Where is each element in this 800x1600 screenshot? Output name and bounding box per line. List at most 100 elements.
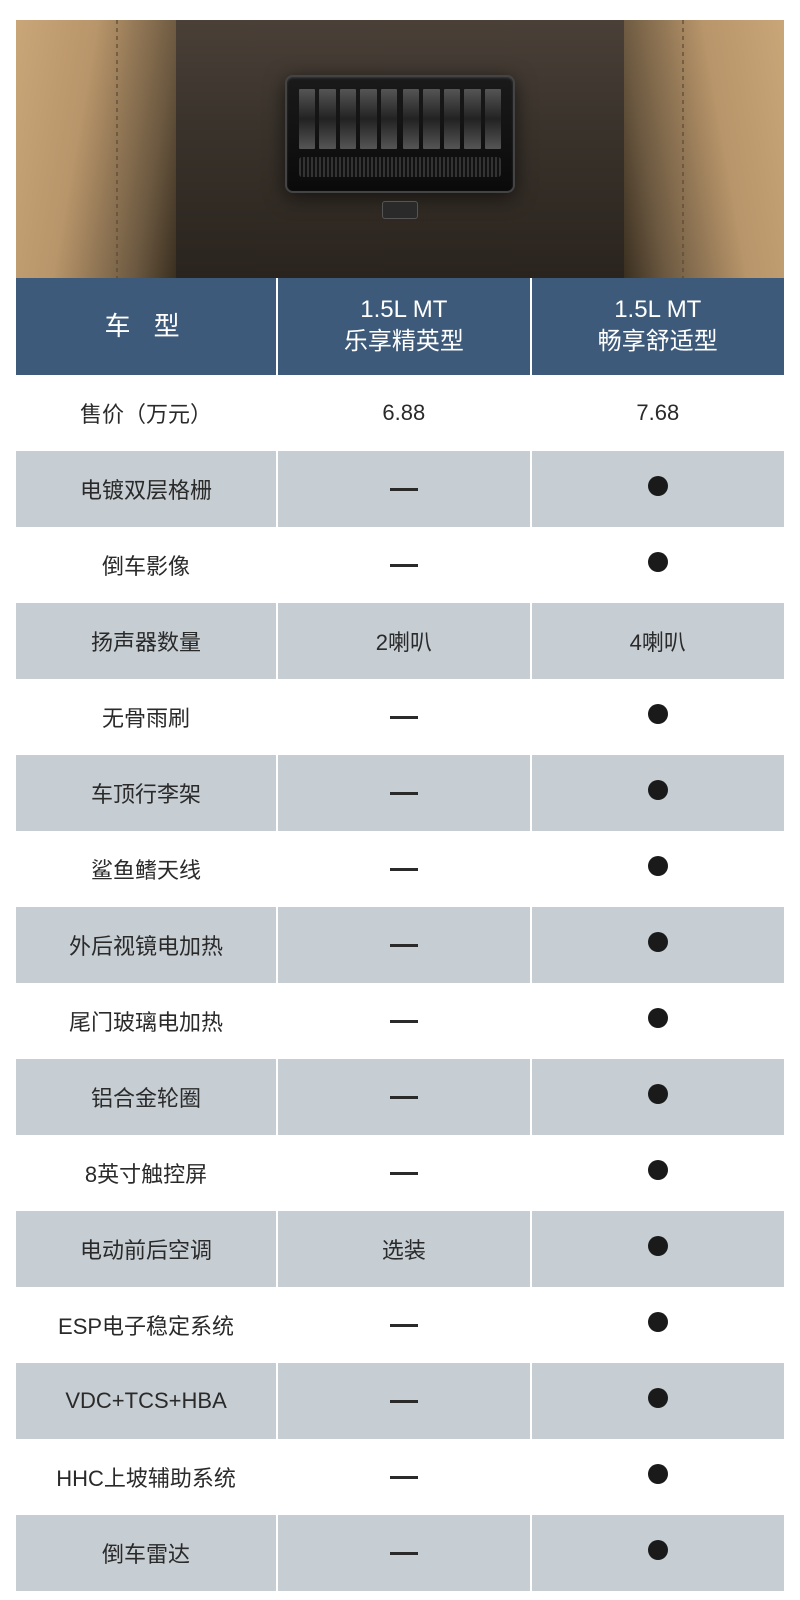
not-included-dash-icon	[390, 868, 418, 871]
not-included-dash-icon	[390, 716, 418, 719]
table-row: 扬声器数量 2喇叭 4喇叭	[16, 603, 784, 679]
table-row: 倒车雷达	[16, 1515, 784, 1591]
variant-1-cell	[277, 527, 530, 603]
included-dot-icon	[648, 780, 668, 800]
table-row: 8英寸触控屏	[16, 1135, 784, 1211]
feature-label: 车顶行李架	[91, 782, 201, 807]
variant-2-cell	[531, 907, 784, 983]
included-dot-icon	[648, 932, 668, 952]
table-body: 售价（万元） 6.88 7.68 电镀双层格栅倒车影像扬声器数量 2喇叭 4喇叭无骨雨刷车…	[16, 375, 784, 1591]
variant-1-cell	[277, 1135, 530, 1211]
included-dot-icon	[648, 1084, 668, 1104]
included-dot-icon	[648, 1540, 668, 1560]
table-header-row: 车 型 1.5L MT 乐享精英型 1.5L MT 畅享舒适型	[16, 278, 784, 375]
table-row: 外后视镜电加热	[16, 907, 784, 983]
variant-2-cell	[531, 983, 784, 1059]
seat-stitch	[116, 20, 118, 278]
feature-cell: 倒车影像	[16, 527, 277, 603]
feature-label: ESP电子稳定系统	[58, 1314, 234, 1339]
included-dot-icon	[648, 704, 668, 724]
cell-text: 7.68	[636, 400, 679, 425]
comparison-table: 车 型 1.5L MT 乐享精英型 1.5L MT 畅享舒适型 售价（万元） 6.…	[16, 278, 784, 1591]
feature-label: VDC+TCS+HBA	[65, 1388, 226, 1413]
included-dot-icon	[648, 1236, 668, 1256]
variant-1-cell	[277, 983, 530, 1059]
cell-text: 选装	[382, 1238, 426, 1263]
feature-cell: 车顶行李架	[16, 755, 277, 831]
feature-cell: ESP电子稳定系统	[16, 1287, 277, 1363]
feature-cell: 售价（万元）	[16, 375, 277, 451]
not-included-dash-icon	[390, 1096, 418, 1099]
variant-2-cell	[531, 1363, 784, 1439]
not-included-dash-icon	[390, 1020, 418, 1023]
feature-cell: 电动前后空调	[16, 1211, 277, 1287]
feature-label: 电动前后空调	[80, 1238, 212, 1263]
page-container: 车 型 1.5L MT 乐享精英型 1.5L MT 畅享舒适型 售价（万元） 6.…	[0, 0, 800, 1591]
feature-cell: 倒车雷达	[16, 1515, 277, 1591]
cell-text: 2喇叭	[376, 630, 432, 655]
vent-grille	[299, 157, 501, 177]
feature-label: 8英寸触控屏	[85, 1162, 207, 1187]
variant-1-cell	[277, 755, 530, 831]
feature-cell: VDC+TCS+HBA	[16, 1363, 277, 1439]
feature-cell: 8英寸触控屏	[16, 1135, 277, 1211]
feature-label: 电镀双层格栅	[80, 478, 212, 503]
vent-button	[382, 201, 418, 219]
variant-1-cell	[277, 451, 530, 527]
not-included-dash-icon	[390, 1324, 418, 1327]
feature-cell: 尾门玻璃电加热	[16, 983, 277, 1059]
included-dot-icon	[648, 1160, 668, 1180]
not-included-dash-icon	[390, 1552, 418, 1555]
variant-2-cell: 7.68	[531, 375, 784, 451]
variant-2-cell	[531, 755, 784, 831]
variant-1-cell	[277, 1363, 530, 1439]
variant-1-cell	[277, 1059, 530, 1135]
feature-cell: 电镀双层格栅	[16, 451, 277, 527]
not-included-dash-icon	[390, 488, 418, 491]
not-included-dash-icon	[390, 564, 418, 567]
vent-slats	[299, 89, 501, 149]
feature-label: 倒车雷达	[102, 1542, 190, 1567]
table-row: ESP电子稳定系统	[16, 1287, 784, 1363]
not-included-dash-icon	[390, 1476, 418, 1479]
variant-1-cell	[277, 1439, 530, 1515]
hero-image	[16, 20, 784, 278]
not-included-dash-icon	[390, 944, 418, 947]
feature-label: 外后视镜电加热	[69, 934, 223, 959]
variant-1-cell	[277, 679, 530, 755]
table-row: 尾门玻璃电加热	[16, 983, 784, 1059]
air-vent	[285, 75, 515, 193]
seat-stitch	[682, 20, 684, 278]
included-dot-icon	[648, 552, 668, 572]
table-row: 电动前后空调 选装	[16, 1211, 784, 1287]
included-dot-icon	[648, 1388, 668, 1408]
header-variant-1: 1.5L MT 乐享精英型	[277, 278, 530, 375]
header-variant-2-line2: 畅享舒适型	[598, 328, 718, 355]
variant-2-cell	[531, 1515, 784, 1591]
not-included-dash-icon	[390, 792, 418, 795]
cell-text: 4喇叭	[630, 630, 686, 655]
table-row: VDC+TCS+HBA	[16, 1363, 784, 1439]
table-row: 铝合金轮圈	[16, 1059, 784, 1135]
variant-1-cell: 2喇叭	[277, 603, 530, 679]
variant-1-cell	[277, 831, 530, 907]
variant-2-cell	[531, 679, 784, 755]
header-variant-2: 1.5L MT 畅享舒适型	[531, 278, 784, 375]
not-included-dash-icon	[390, 1172, 418, 1175]
center-console	[176, 20, 624, 278]
table-row: HHC上坡辅助系统	[16, 1439, 784, 1515]
variant-1-cell	[277, 907, 530, 983]
header-feature-label: 车 型	[104, 311, 187, 341]
header-feature: 车 型	[16, 278, 277, 375]
header-variant-1-line2: 乐享精英型	[344, 328, 464, 355]
variant-1-cell	[277, 1515, 530, 1591]
feature-cell: 外后视镜电加热	[16, 907, 277, 983]
table-row: 无骨雨刷	[16, 679, 784, 755]
feature-label: 扬声器数量	[91, 630, 201, 655]
variant-2-cell	[531, 1059, 784, 1135]
cell-text: 6.88	[382, 400, 425, 425]
feature-label: HHC上坡辅助系统	[56, 1466, 236, 1491]
variant-1-cell: 6.88	[277, 375, 530, 451]
variant-2-cell	[531, 1211, 784, 1287]
variant-2-cell: 4喇叭	[531, 603, 784, 679]
